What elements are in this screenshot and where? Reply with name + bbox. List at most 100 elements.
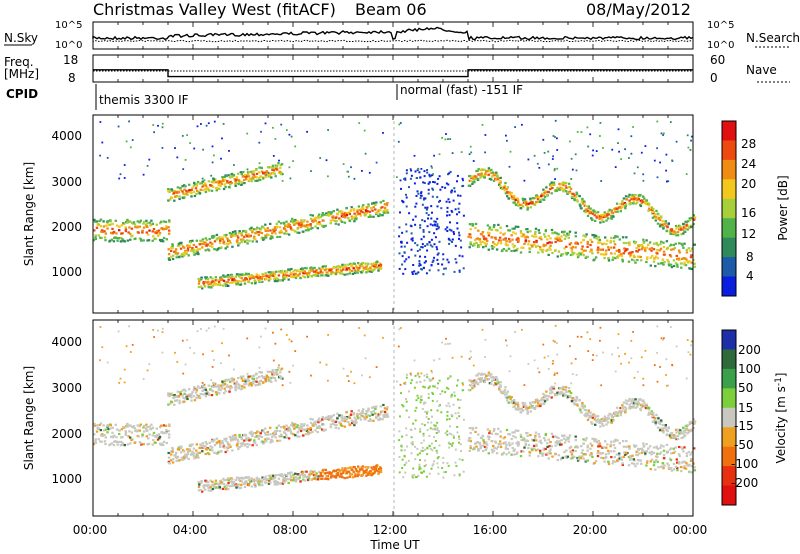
power-cell	[499, 176, 502, 179]
power-cell	[328, 267, 331, 270]
power-cell	[321, 267, 324, 270]
power-cell	[270, 172, 273, 175]
velocity-cell	[598, 421, 601, 424]
power-cell	[125, 140, 128, 143]
power-cell	[162, 240, 165, 243]
velocity-cell	[204, 479, 207, 482]
power-cell	[554, 136, 556, 138]
power-cell	[467, 235, 470, 238]
power-cell	[228, 240, 231, 243]
power-cell	[221, 238, 225, 241]
velocity-cell	[257, 434, 260, 437]
power-cell	[444, 138, 447, 141]
power-cell	[565, 190, 568, 193]
velocity-cell	[471, 380, 474, 383]
power-cell	[437, 262, 440, 265]
velocity-cell	[379, 413, 382, 416]
freq-right-tick-top: 60	[710, 53, 725, 67]
velocity-cell	[521, 401, 524, 404]
power-cell	[289, 177, 292, 180]
power-cell	[196, 248, 199, 251]
power-cell	[378, 264, 381, 267]
power-cell	[167, 190, 170, 193]
velocity-cell	[593, 418, 596, 421]
power-cell	[283, 222, 286, 225]
power-cell	[597, 236, 600, 239]
power-cell	[215, 283, 218, 286]
velocity-cell	[366, 410, 369, 413]
power-cell	[319, 268, 322, 271]
power-cell	[341, 220, 344, 223]
power-cell	[438, 175, 441, 178]
velocity-cell	[314, 473, 317, 476]
velocity-cell	[128, 430, 131, 433]
velocity-cell	[196, 455, 200, 458]
power-cell	[537, 251, 540, 254]
power-cell	[292, 221, 295, 224]
velocity-cell	[223, 479, 226, 482]
velocity-cell	[331, 420, 335, 423]
velocity-cell	[487, 452, 490, 455]
power-cell	[422, 198, 425, 201]
power-cell	[292, 160, 294, 162]
velocity-cell	[296, 424, 299, 427]
power-cell	[204, 237, 207, 240]
power-cell	[575, 195, 578, 198]
velocity-cell	[550, 445, 553, 448]
velocity-cell	[593, 414, 596, 417]
power-cell	[186, 249, 190, 252]
power-cell	[229, 183, 232, 186]
velocity-cell	[266, 370, 270, 373]
power-cell	[404, 268, 407, 271]
velocity-cell	[628, 403, 631, 406]
power-cell	[173, 199, 176, 202]
velocity-cell	[587, 409, 590, 412]
power-cell	[284, 276, 288, 279]
power-cell	[352, 207, 356, 211]
velocity-cell	[146, 443, 149, 446]
power-cell	[611, 215, 614, 218]
power-cbtick-8: 8	[746, 250, 754, 264]
velocity-cell	[584, 415, 587, 418]
power-cell	[340, 270, 343, 273]
velocity-cell	[154, 441, 157, 444]
velocity-cell	[283, 426, 286, 429]
power-cell	[336, 265, 339, 268]
velocity-cell	[244, 380, 247, 383]
power-cell	[524, 200, 528, 203]
power-cell	[131, 139, 134, 141]
power-cell	[111, 222, 114, 225]
power-cell	[225, 233, 228, 236]
velocity-cell	[198, 483, 201, 486]
velocity-cell	[298, 435, 301, 438]
velocity-cell	[503, 390, 506, 393]
velocity-cell	[168, 423, 171, 426]
velocity-cell	[276, 369, 279, 372]
velocity-cell	[528, 454, 531, 457]
velocity-cell	[202, 485, 205, 488]
power-cell	[560, 239, 563, 242]
power-cell	[610, 210, 613, 213]
power-cell	[428, 241, 431, 243]
power-cell	[577, 254, 580, 257]
power-cell	[649, 256, 652, 259]
velocity-cell	[317, 478, 320, 481]
power-cell	[566, 251, 570, 255]
power-cell	[422, 266, 425, 269]
velocity-cell	[590, 421, 593, 424]
velocity-cell	[185, 454, 188, 457]
velocity-cell	[269, 478, 273, 481]
power-cell	[201, 185, 204, 188]
power-cell	[634, 202, 637, 205]
power-cell	[227, 174, 230, 177]
power-cell	[636, 198, 639, 202]
power-cell	[239, 283, 243, 286]
power-cell	[581, 199, 584, 202]
power-cell	[155, 230, 159, 233]
power-cell	[306, 220, 309, 223]
velocity-cell	[559, 443, 562, 446]
velocity-cell	[634, 406, 637, 409]
power-cell	[433, 181, 436, 184]
power-cell	[621, 258, 624, 261]
power-cell	[570, 249, 574, 252]
